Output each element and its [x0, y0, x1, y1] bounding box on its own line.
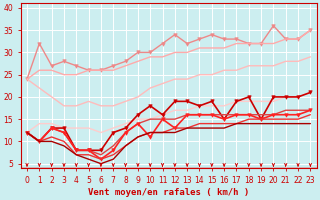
X-axis label: Vent moyen/en rafales ( km/h ): Vent moyen/en rafales ( km/h )	[88, 188, 249, 197]
